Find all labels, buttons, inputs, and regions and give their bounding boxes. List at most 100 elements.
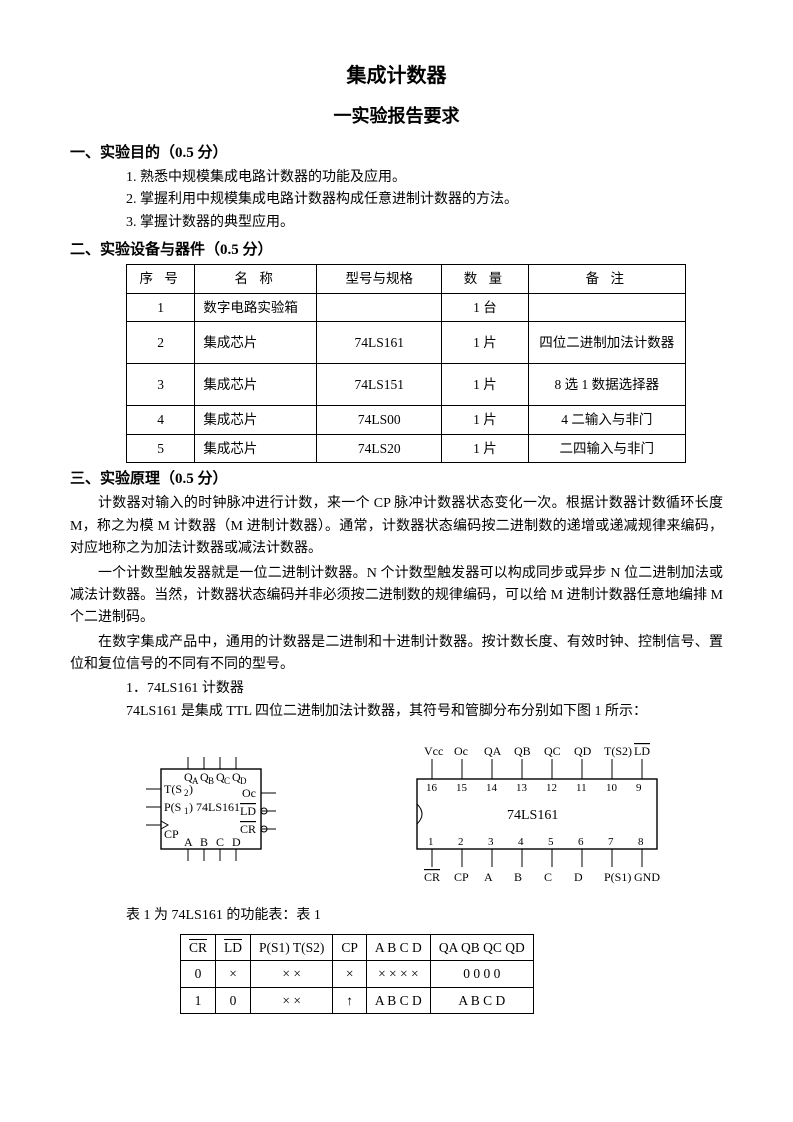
cell: × ×	[251, 961, 333, 988]
pin-diagram: VccOcQAQBQCQDT(S2)LD 74LS161 16151413121…	[397, 739, 677, 889]
cell: × ×	[251, 987, 333, 1014]
svg-text:QC: QC	[544, 744, 561, 758]
section1-item-3: 3. 掌握计数器的典型应用。	[126, 212, 723, 234]
table1-caption: 表 1 为 74LS161 的功能表：表 1	[126, 905, 723, 927]
cell: 数字电路实验箱	[195, 293, 317, 322]
svg-text:GND: GND	[634, 870, 660, 884]
cell: 集成芯片	[195, 322, 317, 364]
fh-ps: P(S1) T(S2)	[251, 934, 333, 961]
svg-text:CR: CR	[424, 870, 440, 884]
col-name: 名 称	[195, 264, 317, 293]
svg-text:D: D	[240, 776, 247, 786]
svg-text:9: 9	[636, 782, 642, 794]
cell: 集成芯片	[195, 434, 317, 463]
cell: 2	[127, 322, 195, 364]
cell: 5	[127, 434, 195, 463]
symbol-diagram: QA QB QC QD T(S2) P(S1) 74LS161 CP Oc L	[116, 749, 306, 879]
cell: 集成芯片	[195, 364, 317, 406]
col-remark: 备 注	[528, 264, 685, 293]
func-table-row: 1 0 × × ↑ A B C D A B C D	[181, 987, 534, 1014]
svg-text:3: 3	[488, 836, 494, 848]
svg-text:LD: LD	[240, 804, 256, 818]
svg-text:7: 7	[608, 836, 614, 848]
svg-text:15: 15	[456, 782, 468, 794]
svg-text:P(S1): P(S1)	[604, 870, 631, 884]
func-table-row: 0 × × × × × × × × 0 0 0 0	[181, 961, 534, 988]
svg-text:A: A	[184, 835, 193, 849]
svg-text:C: C	[216, 835, 224, 849]
section3-sub1: 1．74LS161 计数器	[70, 678, 723, 700]
cell: 4 二输入与非门	[528, 406, 685, 435]
function-table: CR LD P(S1) T(S2) CP A B C D QA QB QC QD…	[180, 934, 534, 1015]
svg-text:2: 2	[184, 788, 189, 798]
svg-text:5: 5	[548, 836, 554, 848]
section3-para-1: 计数器对输入的时钟脉冲进行计数，来一个 CP 脉冲计数器状态变化一次。根据计数器…	[70, 493, 723, 560]
table-row: 3 集成芯片 74LS151 1 片 8 选 1 数据选择器	[127, 364, 686, 406]
table-row: 5 集成芯片 74LS20 1 片 二四输入与非门	[127, 434, 686, 463]
svg-text:C: C	[544, 870, 552, 884]
cell: 3	[127, 364, 195, 406]
col-qty: 数 量	[442, 264, 528, 293]
figure-row: QA QB QC QD T(S2) P(S1) 74LS161 CP Oc L	[70, 739, 723, 889]
section3-para-3: 在数字集成产品中，通用的计数器是二进制和十进制计数器。按计数长度、有效时钟、控制…	[70, 632, 723, 677]
cell	[317, 293, 442, 322]
cell: ×	[216, 961, 251, 988]
cell: 8 选 1 数据选择器	[528, 364, 685, 406]
svg-text:B: B	[514, 870, 522, 884]
svg-text:P(S: P(S	[164, 800, 181, 814]
cell: 二四输入与非门	[528, 434, 685, 463]
table-row: 1 数字电路实验箱 1 台	[127, 293, 686, 322]
pin-chip-label: 74LS161	[507, 808, 558, 823]
svg-text:Oc: Oc	[242, 786, 256, 800]
cell: 1	[181, 987, 216, 1014]
svg-text:Vcc: Vcc	[424, 744, 443, 758]
svg-text:LD: LD	[634, 744, 650, 758]
svg-text:CP: CP	[454, 870, 469, 884]
svg-text:4: 4	[518, 836, 524, 848]
cell: 1 片	[442, 406, 528, 435]
svg-text:C: C	[224, 776, 230, 786]
svg-text:CR: CR	[240, 822, 256, 836]
svg-text:13: 13	[516, 782, 528, 794]
cell: × × × ×	[366, 961, 430, 988]
cell: 集成芯片	[195, 406, 317, 435]
section3-sub1-text: 74LS161 是集成 TTL 四位二进制加法计数器，其符号和管脚分布分别如下图…	[70, 701, 723, 723]
func-table-header: CR LD P(S1) T(S2) CP A B C D QA QB QC QD	[181, 934, 534, 961]
svg-text:8: 8	[638, 836, 644, 848]
page-subtitle: 一实验报告要求	[70, 102, 723, 131]
section2-heading: 二、实验设备与器件（0.5 分）	[70, 238, 723, 262]
svg-text:A: A	[192, 776, 199, 786]
cell: 0	[181, 961, 216, 988]
col-model: 型号与规格	[317, 264, 442, 293]
fh-cr: CR	[181, 934, 216, 961]
svg-text:B: B	[208, 776, 214, 786]
svg-text:6: 6	[578, 836, 584, 848]
symbol-chip-label: 74LS161	[196, 800, 240, 814]
svg-text:D: D	[574, 870, 583, 884]
svg-text:1: 1	[184, 806, 189, 816]
fh-ld: LD	[216, 934, 251, 961]
svg-text:10: 10	[606, 782, 618, 794]
svg-text:12: 12	[546, 782, 557, 794]
fh-abcd: A B C D	[366, 934, 430, 961]
cell: 1 片	[442, 322, 528, 364]
svg-text:D: D	[232, 835, 241, 849]
cell: 74LS00	[317, 406, 442, 435]
svg-text:11: 11	[576, 782, 587, 794]
cell: 0	[216, 987, 251, 1014]
cell: 四位二进制加法计数器	[528, 322, 685, 364]
table-header-row: 序 号 名 称 型号与规格 数 量 备 注	[127, 264, 686, 293]
cell: 1 片	[442, 434, 528, 463]
page-title: 集成计数器	[70, 60, 723, 92]
svg-text:Oc: Oc	[454, 744, 468, 758]
section3-heading: 三、实验原理（0.5 分）	[70, 467, 723, 491]
cell: A B C D	[366, 987, 430, 1014]
table-row: 2 集成芯片 74LS161 1 片 四位二进制加法计数器	[127, 322, 686, 364]
svg-text:T(S2): T(S2)	[604, 744, 632, 758]
equipment-table: 序 号 名 称 型号与规格 数 量 备 注 1 数字电路实验箱 1 台 2 集成…	[126, 264, 686, 463]
svg-text:1: 1	[428, 836, 434, 848]
svg-text:T(S: T(S	[164, 782, 182, 796]
col-seq: 序 号	[127, 264, 195, 293]
cell: A B C D	[430, 987, 533, 1014]
table-row: 4 集成芯片 74LS00 1 片 4 二输入与非门	[127, 406, 686, 435]
